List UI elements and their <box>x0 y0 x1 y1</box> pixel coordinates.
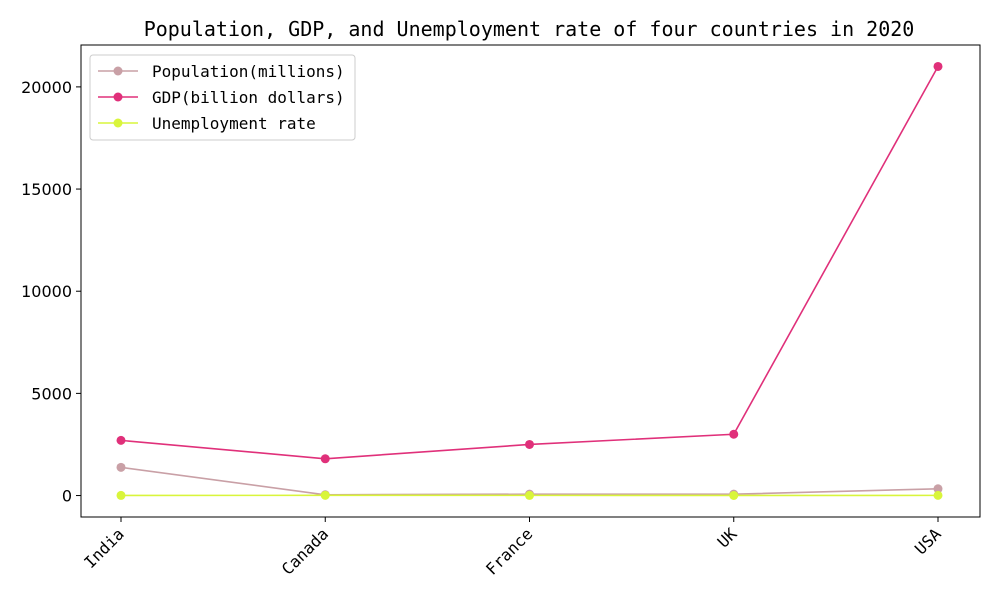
legend-swatch-marker <box>113 92 123 102</box>
legend-entry: Population(millions) <box>98 62 345 81</box>
x-tick-label: France <box>482 524 536 578</box>
legend-label: Unemployment rate <box>152 114 316 133</box>
data-point <box>116 462 126 472</box>
legend-entry: GDP(billion dollars) <box>98 88 345 107</box>
legend-label: GDP(billion dollars) <box>152 88 345 107</box>
chart-title: Population, GDP, and Unemployment rate o… <box>144 17 915 41</box>
data-point <box>933 61 943 71</box>
x-tick-label: Canada <box>278 524 332 578</box>
x-axis: India Canada France UK USA <box>80 517 945 579</box>
data-point <box>729 490 739 500</box>
y-tick-label: 0 <box>62 487 72 506</box>
data-point <box>933 490 943 500</box>
data-point <box>933 484 943 494</box>
series-layer <box>116 61 943 500</box>
series-1 <box>116 61 943 464</box>
y-tick-label: 15000 <box>21 180 72 199</box>
data-point <box>525 490 534 500</box>
series-2 <box>116 490 943 500</box>
y-axis: 0 5000 10000 15000 20000 <box>21 78 81 506</box>
data-point <box>320 454 330 464</box>
data-point <box>525 439 534 449</box>
legend-box <box>89 54 356 141</box>
y-tick-label: 5000 <box>31 384 72 403</box>
y-tick-label: 20000 <box>21 78 72 97</box>
legend-swatch-marker <box>113 118 123 128</box>
x-tick-label: UK <box>714 524 741 551</box>
data-point <box>729 429 739 439</box>
legend-swatch-marker <box>113 66 123 76</box>
legend: Population(millions) GDP(billion dollars)… <box>89 54 356 141</box>
legend-entry: Unemployment rate <box>98 114 316 133</box>
x-tick-label: India <box>80 524 127 571</box>
data-point <box>116 490 126 500</box>
data-point <box>116 435 126 445</box>
y-tick-label: 10000 <box>21 282 72 301</box>
data-point <box>320 490 330 500</box>
legend-label: Population(millions) <box>152 62 345 81</box>
x-tick-label: USA <box>911 524 945 558</box>
